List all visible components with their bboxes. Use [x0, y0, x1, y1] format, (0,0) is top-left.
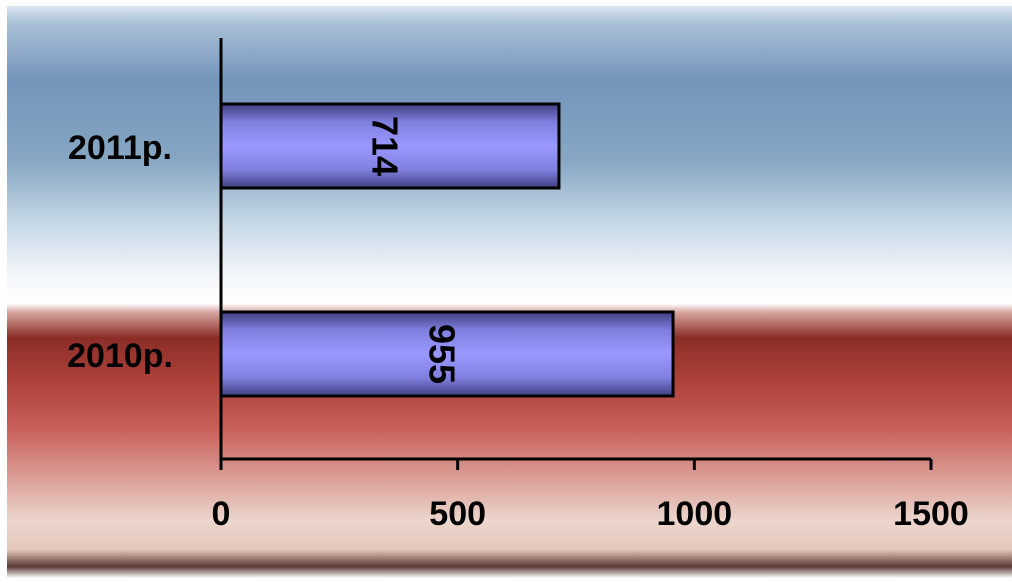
bar-1 — [219, 310, 675, 398]
chart-background — [7, 6, 1012, 578]
bars-layer — [219, 102, 675, 398]
x-tick-label-3: 1500 — [893, 495, 969, 533]
category-label-1: 2010р. — [67, 337, 173, 375]
data-label-1: 955 — [421, 324, 462, 384]
category-label-0: 2011р. — [68, 129, 172, 167]
data-label-0: 714 — [364, 116, 405, 176]
bar-0 — [219, 102, 561, 190]
x-tick-label-1: 500 — [429, 495, 486, 533]
x-tick-label-2: 1000 — [657, 495, 733, 533]
axis-layer — [219, 38, 933, 470]
x-tick-label-0: 0 — [212, 495, 231, 533]
labels-layer: 2011р. 714 2010р. 955 0 500 1000 1500 — [67, 116, 969, 533]
